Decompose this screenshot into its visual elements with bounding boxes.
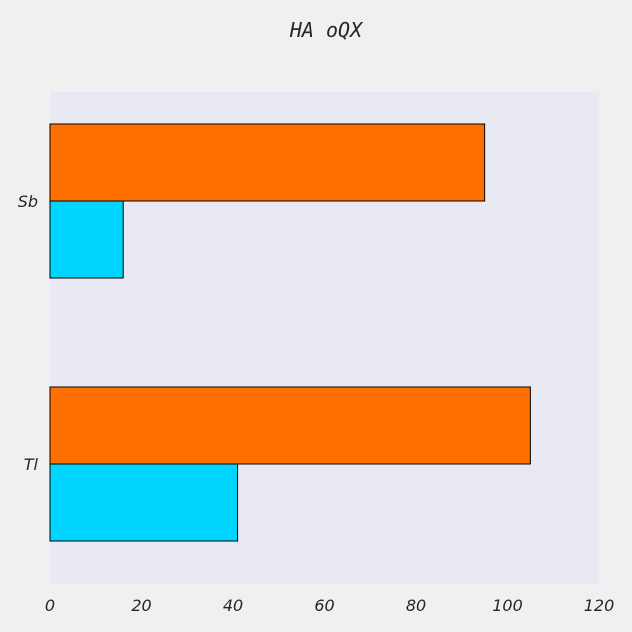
- x-tick-label: 60: [314, 596, 334, 615]
- bar-tl-series-2: [49, 386, 531, 465]
- x-tick-label: 40: [223, 596, 243, 615]
- x-axis-ticks: 0 20 40 60 80 100 120: [45, 596, 614, 615]
- chart-title: HA oQX: [289, 18, 364, 42]
- x-tick-label: 80: [406, 596, 426, 615]
- y-axis-ticks: Sb Tl: [18, 192, 39, 474]
- x-tick-label: 0: [45, 596, 55, 615]
- bars-layer: [49, 123, 531, 542]
- x-tick-label: 100: [492, 596, 523, 615]
- y-tick-label: Sb: [18, 192, 38, 211]
- y-tick-label: Tl: [24, 455, 39, 474]
- x-tick-label: 20: [131, 596, 151, 615]
- x-tick-label: 120: [584, 596, 615, 615]
- bar-tl-series-1: [49, 463, 239, 542]
- bar-sb-series-2: [49, 123, 486, 202]
- bar-sb-series-1: [49, 200, 124, 279]
